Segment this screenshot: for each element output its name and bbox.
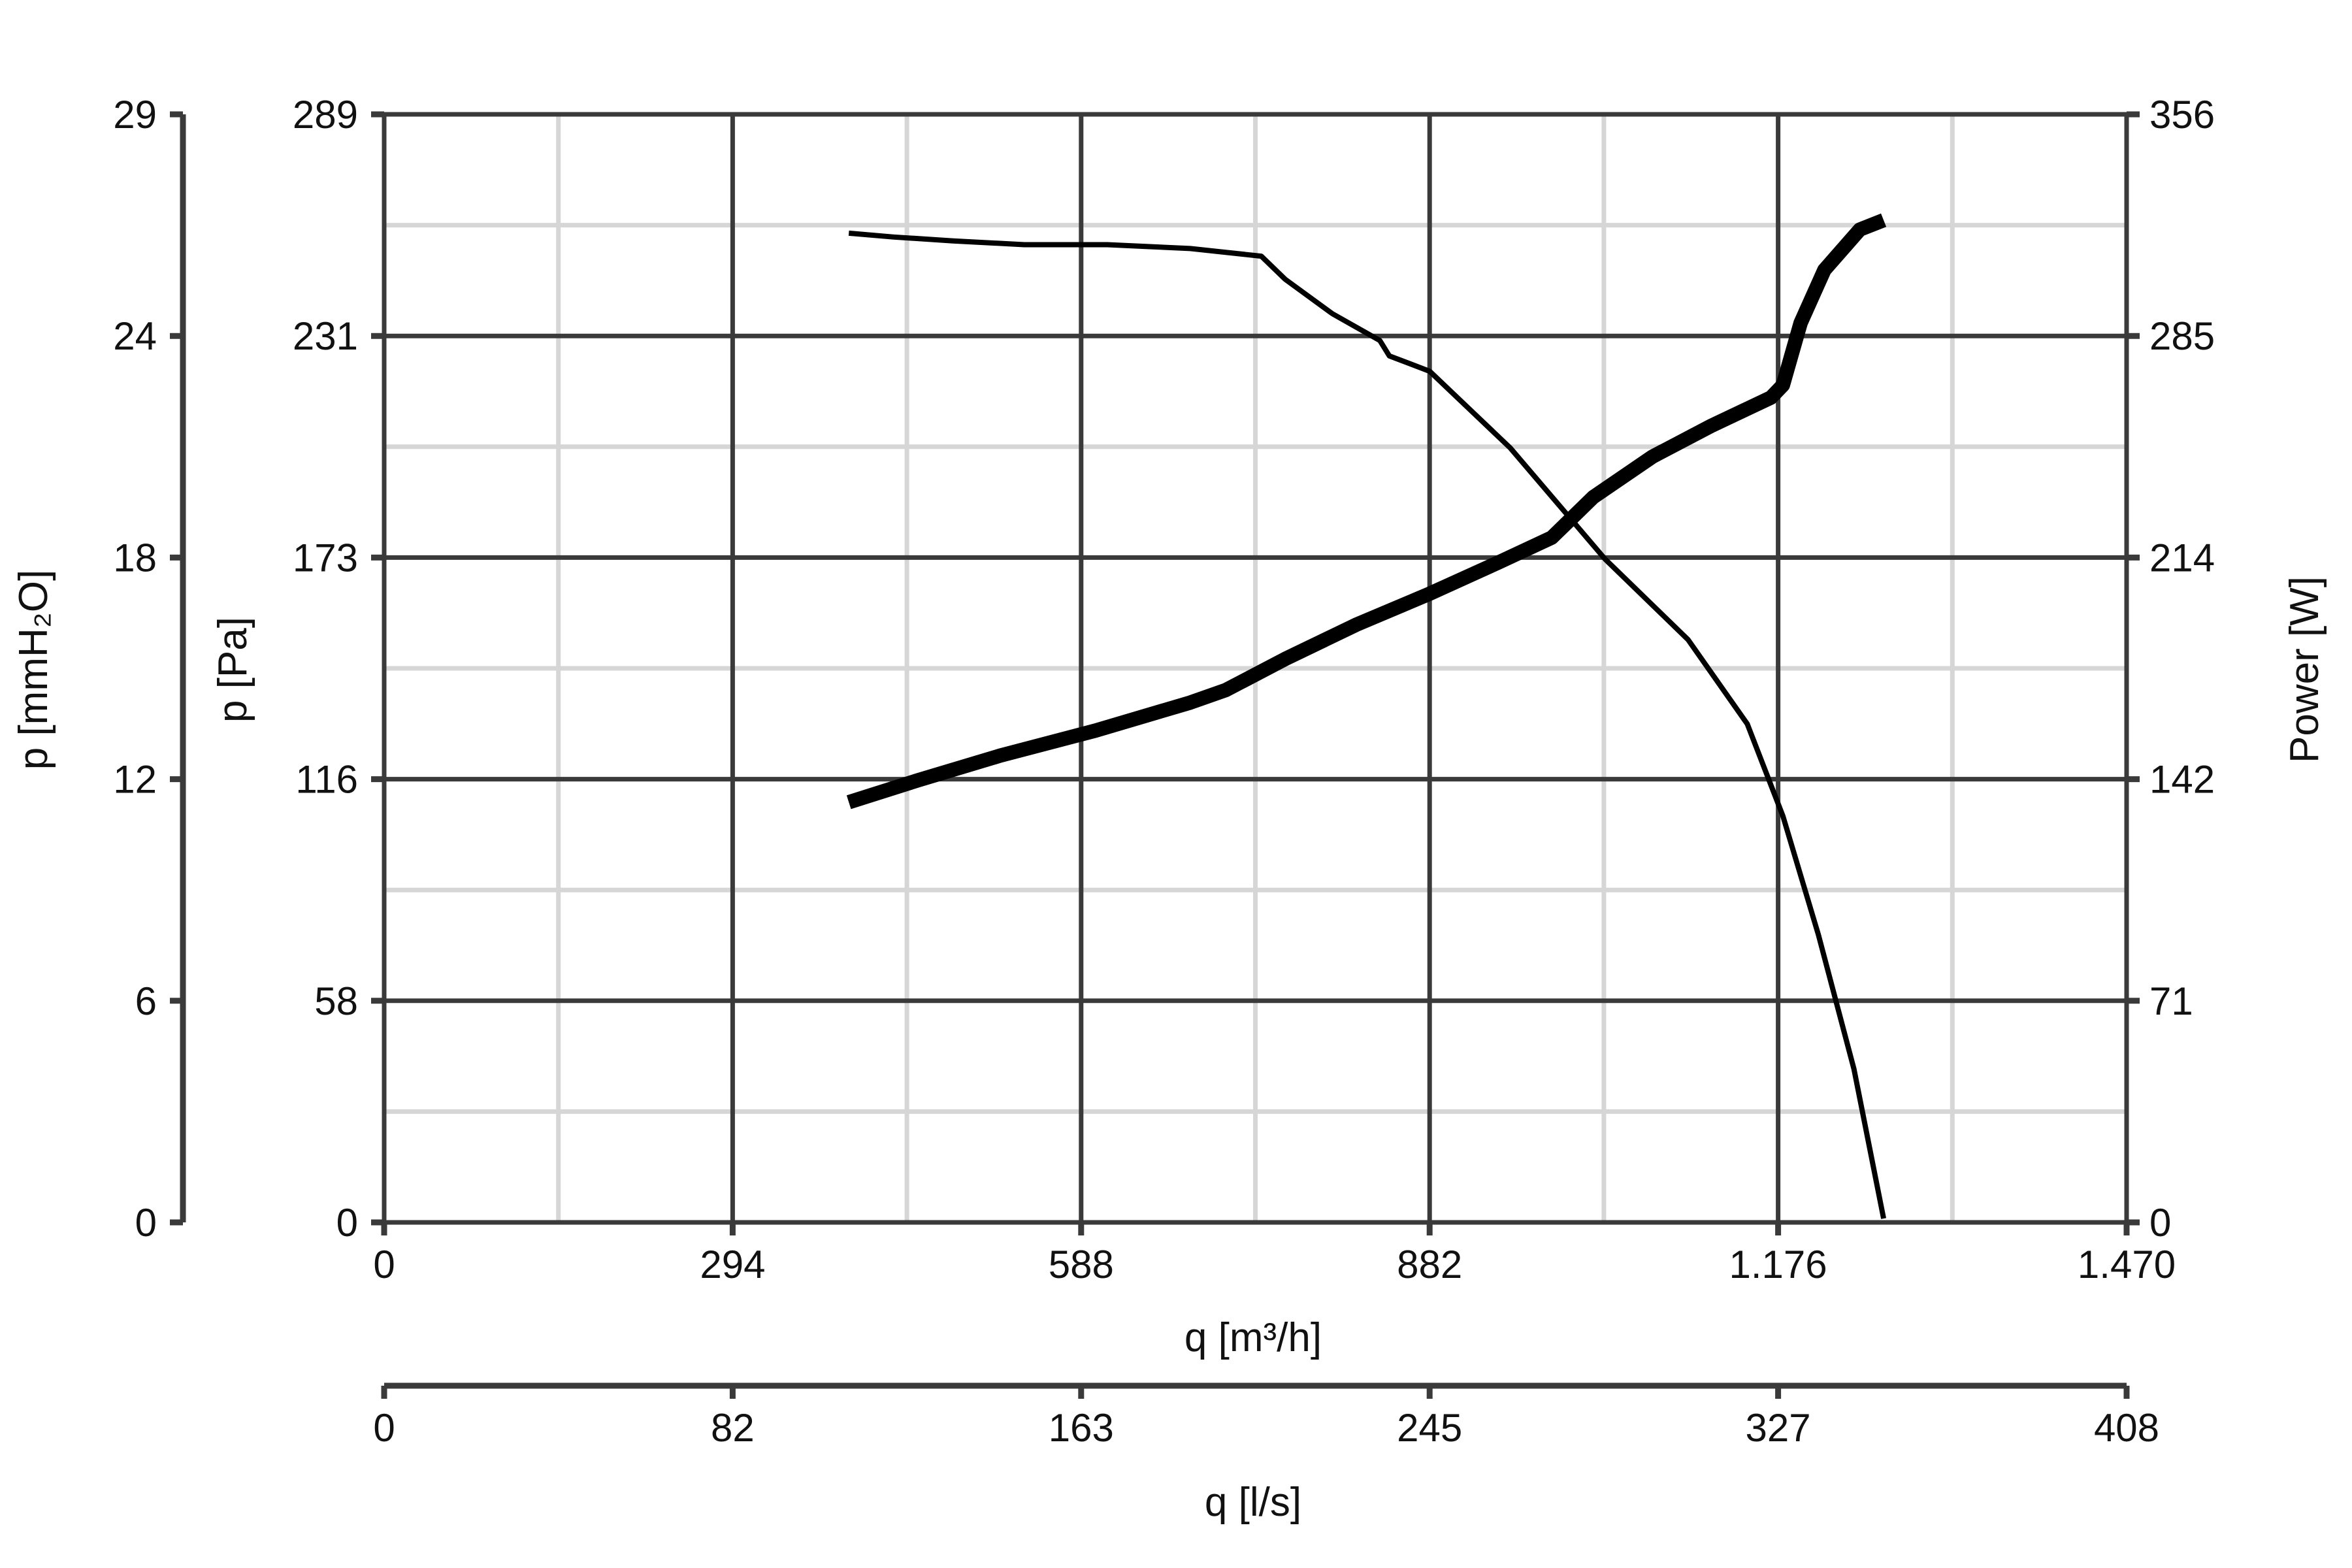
power-tick-label: 142 xyxy=(2149,758,2215,802)
power-curve xyxy=(846,213,1887,809)
mmh2o-tick-label: 18 xyxy=(113,536,157,580)
pa-tick-label: 0 xyxy=(336,1201,358,1245)
m3h-tick-label: 294 xyxy=(700,1243,765,1286)
power-tick-label: 71 xyxy=(2149,979,2193,1023)
mmh2o-tick-label: 0 xyxy=(135,1201,157,1245)
data-series xyxy=(846,213,1887,1219)
power-tick-label: 214 xyxy=(2149,536,2215,580)
mmh2o-tick-label: 6 xyxy=(135,979,157,1023)
mmh2o-tick-label: 24 xyxy=(113,314,157,358)
m3h-tick-label: 1.176 xyxy=(1729,1243,1827,1286)
pa-tick-label: 231 xyxy=(293,314,358,358)
power-tick-label: 0 xyxy=(2149,1201,2171,1245)
ls-tick-label: 327 xyxy=(1746,1406,1811,1450)
y-axis-title-pa: p [Pa] xyxy=(210,617,255,723)
pressure-curve xyxy=(848,230,1887,1219)
power-tick-label: 356 xyxy=(2149,93,2215,137)
ls-tick-label: 82 xyxy=(711,1406,755,1450)
m3h-tick-label: 1.470 xyxy=(2078,1243,2176,1286)
mmh2o-tick-label: 12 xyxy=(113,758,157,802)
m3h-tick-label: 882 xyxy=(1397,1243,1462,1286)
ls-tick-label: 408 xyxy=(2094,1406,2159,1450)
y-axis-title-mmh2o: p [mmH₂O] xyxy=(11,570,56,770)
axis-lines xyxy=(170,111,2140,1399)
mmh2o-tick-label: 29 xyxy=(113,93,157,137)
ls-tick-label: 245 xyxy=(1397,1406,1462,1450)
ls-tick-label: 0 xyxy=(373,1406,395,1450)
pa-tick-label: 116 xyxy=(295,758,358,802)
tick-labels: 0 6 12 18 24 29 0 58 116 173 231 289 0 71 142 214 285 356… xyxy=(113,93,2215,1450)
y-axis-title-power: Power [W] xyxy=(2282,576,2327,763)
pa-tick-label: 58 xyxy=(314,979,358,1023)
power-tick-label: 285 xyxy=(2149,314,2215,358)
major-gridlines xyxy=(382,112,2129,1225)
pa-tick-label: 289 xyxy=(293,93,358,137)
m3h-tick-label: 0 xyxy=(373,1243,395,1286)
pa-tick-label: 173 xyxy=(293,536,358,580)
x-axis-title-ls: q [l/s] xyxy=(1205,1480,1301,1525)
ls-tick-label: 163 xyxy=(1049,1406,1114,1450)
x-axis-title-m3h: q [m³/h] xyxy=(1184,1315,1322,1360)
m3h-tick-label: 588 xyxy=(1049,1243,1114,1286)
